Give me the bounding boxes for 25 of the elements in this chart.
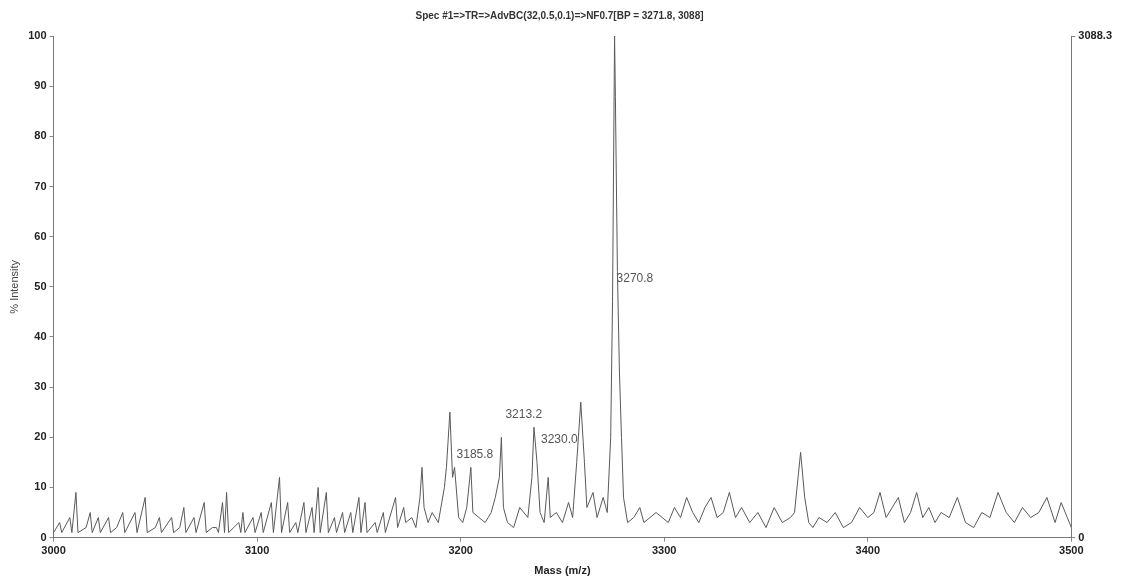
annotation: 3213.2 (505, 406, 543, 421)
y-tick-label: 60 (34, 229, 47, 242)
y-tick-label: 30 (34, 380, 47, 393)
x-axis-title: Mass (m/z) (534, 564, 591, 577)
x-tick-label: 3400 (855, 544, 881, 557)
annotation: 3185.8 (456, 446, 494, 461)
x-tick-label: 3000 (41, 544, 66, 557)
y-tick-label: 0 (40, 530, 47, 543)
x-tick-label: 3500 (1059, 544, 1084, 557)
y2-tick-label: 3088.3 (1078, 29, 1113, 42)
y-tick-label: 70 (34, 179, 47, 192)
y-tick-label: 90 (34, 79, 47, 92)
x-tick-label: 3300 (651, 544, 677, 557)
y-tick-label: 20 (34, 430, 47, 443)
y-tick-label: 50 (34, 279, 47, 292)
x-tick-label: 3100 (244, 544, 270, 557)
y2-tick-label: 0 (1078, 530, 1085, 543)
y-tick-label: 100 (28, 29, 47, 42)
x-tick-label: 3200 (448, 544, 473, 557)
y-tick-label: 10 (34, 480, 47, 493)
chart-title: Spec #1=>TR=>AdvBC(32,0.5,0.1)=>NF0.7[BP = 3271.8, 3088] (415, 9, 704, 21)
annotation: 3230.0 (541, 431, 579, 446)
y-tick-label: 80 (34, 129, 47, 142)
y-axis-title: % Intensity (7, 259, 20, 314)
y-tick-label: 40 (34, 329, 47, 342)
